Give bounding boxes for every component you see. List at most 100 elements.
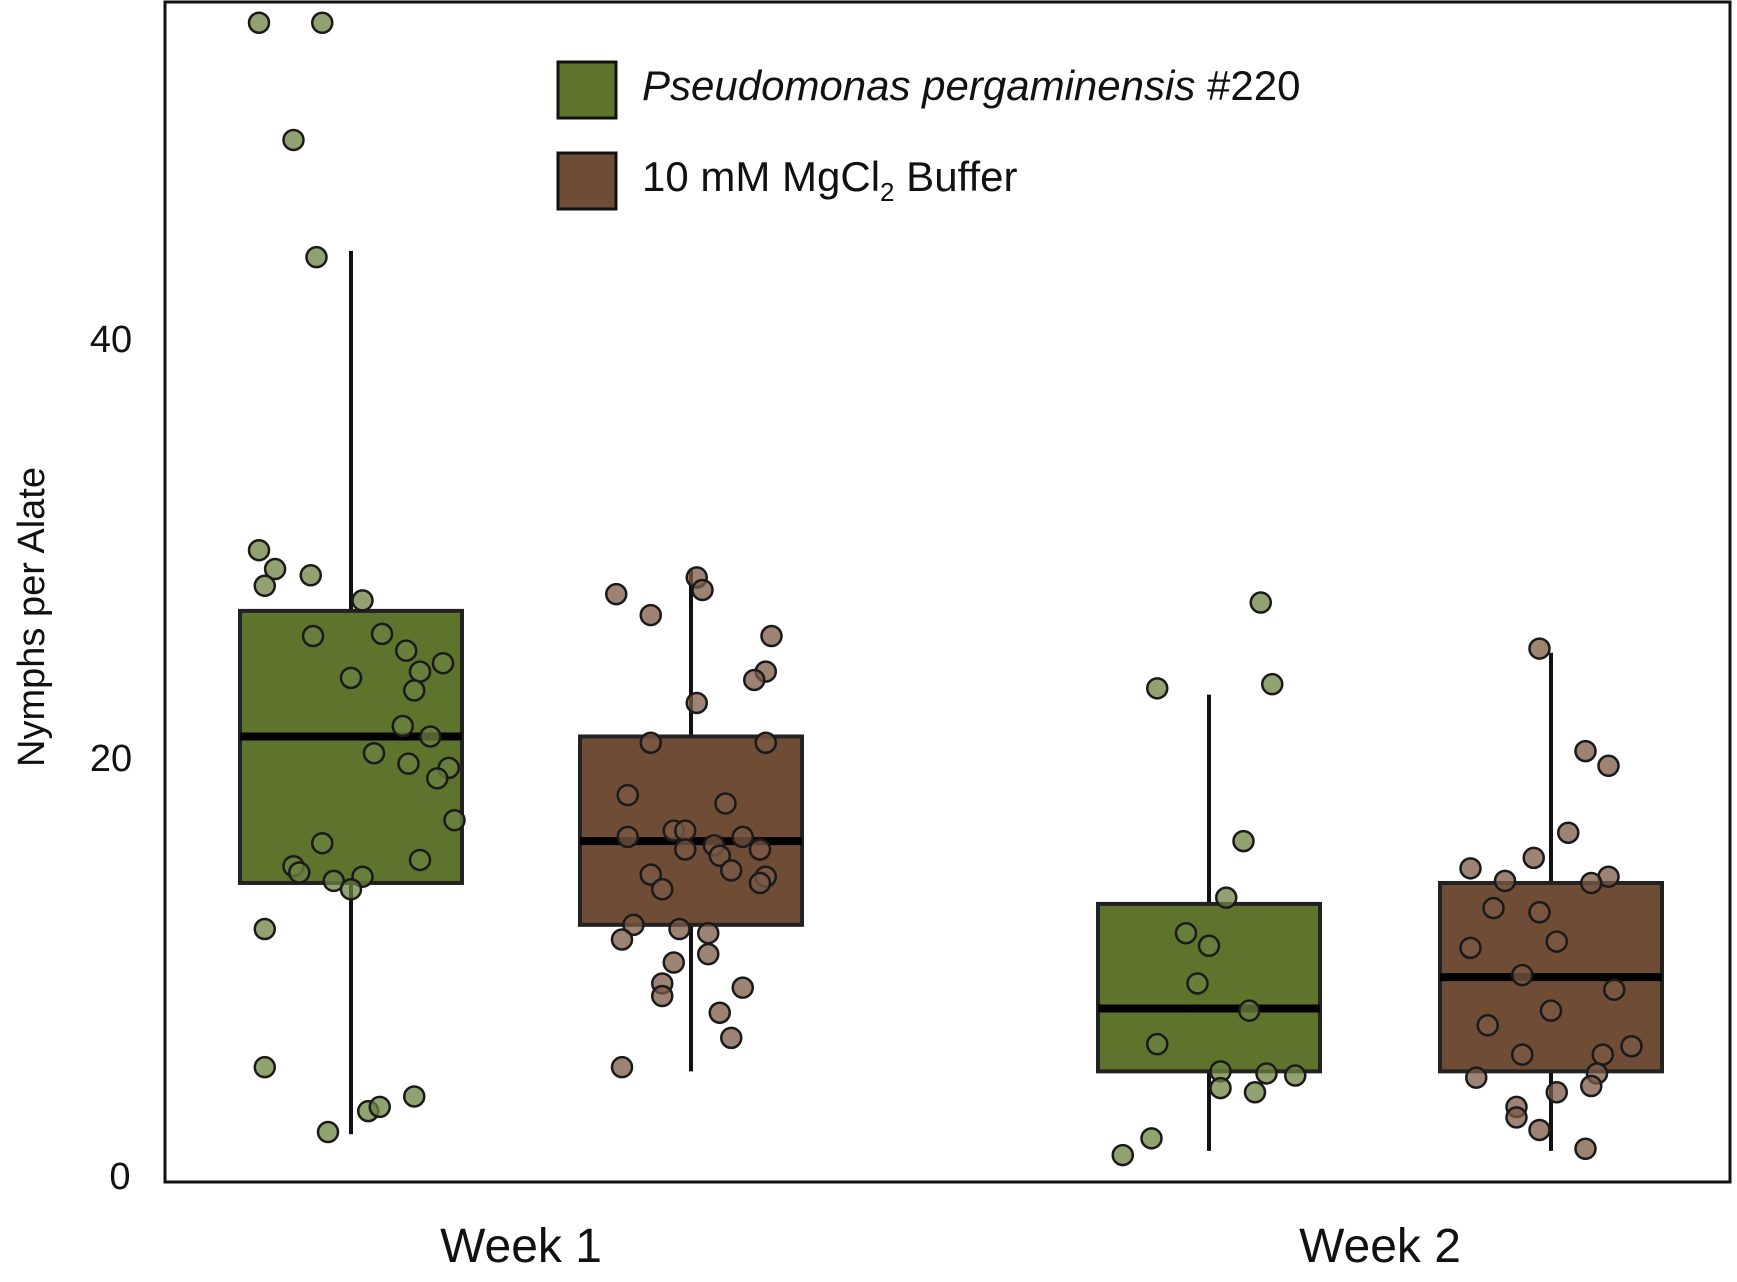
data-point-buffer-week-1 — [697, 921, 720, 945]
data-point-pseudomonas-week-2 — [1215, 886, 1238, 909]
box-plot-marks — [238, 11, 1664, 1167]
data-point-buffer-week-2 — [1511, 963, 1534, 987]
legend-label-pseudomonas: Pseudomonas pergaminensis #220 — [642, 62, 1300, 109]
data-point-pseudomonas-week-1 — [339, 666, 363, 690]
data-point-pseudomonas-week-2 — [1186, 972, 1209, 995]
data-point-pseudomonas-week-2 — [1243, 1081, 1267, 1104]
data-point-buffer-week-2 — [1574, 1137, 1597, 1161]
plot-frame — [163, 0, 1732, 1184]
data-point-buffer-week-2 — [1574, 739, 1597, 763]
legend-swatch-buffer — [556, 151, 618, 211]
data-point-buffer-week-2 — [1580, 871, 1603, 895]
data-point-buffer-week-1 — [616, 825, 639, 849]
data-point-pseudomonas-week-1 — [394, 639, 418, 662]
data-point-pseudomonas-week-2 — [1140, 1127, 1163, 1150]
data-point-buffer-week-1 — [622, 913, 645, 937]
data-point-buffer-week-1 — [714, 792, 737, 815]
legend-label-pseudomonas-rest: #220 — [1195, 62, 1300, 109]
data-point-buffer-week-2 — [1505, 1106, 1528, 1129]
legend-label-buffer-sub: 2 — [880, 177, 894, 207]
data-point-buffer-week-1 — [616, 783, 639, 807]
data-point-pseudomonas-week-2 — [1209, 1076, 1232, 1100]
y-tick-label-40: 40 — [90, 319, 132, 361]
data-point-pseudomonas-week-2 — [1255, 1062, 1278, 1085]
legend: Pseudomonas pergaminensis #220 10 mM MgC… — [556, 60, 1300, 211]
legend-label-buffer: 10 mM MgCl2 Buffer — [642, 153, 1017, 207]
data-point-buffer-week-1 — [760, 624, 783, 648]
data-point-pseudomonas-week-1 — [253, 917, 276, 941]
data-point-pseudomonas-week-1 — [253, 574, 276, 598]
data-point-buffer-week-1 — [639, 863, 662, 886]
data-point-buffer-week-1 — [731, 976, 754, 999]
data-point-pseudomonas-week-1 — [339, 878, 363, 901]
data-point-buffer-week-1 — [605, 582, 628, 606]
data-point-buffer-week-2 — [1528, 1118, 1551, 1142]
data-point-pseudomonas-week-2 — [1111, 1143, 1134, 1167]
data-point-buffer-week-1 — [731, 825, 754, 849]
data-point-pseudomonas-week-2 — [1261, 672, 1284, 696]
data-point-buffer-week-2 — [1580, 1074, 1603, 1098]
data-point-buffer-week-1 — [720, 1026, 743, 1050]
data-point-buffer-week-1 — [708, 844, 731, 868]
data-point-pseudomonas-week-1 — [301, 624, 325, 648]
data-point-buffer-week-1 — [720, 859, 743, 882]
data-point-buffer-week-1 — [754, 731, 777, 754]
data-point-pseudomonas-week-1 — [397, 752, 420, 775]
data-point-pseudomonas-week-2 — [1146, 1032, 1169, 1056]
data-point-buffer-week-2 — [1597, 754, 1620, 778]
y-tick-label-0: 0 — [109, 1156, 130, 1198]
data-point-buffer-week-1 — [674, 819, 697, 842]
data-point-pseudomonas-week-2 — [1174, 921, 1198, 945]
data-point-pseudomonas-week-1 — [305, 245, 328, 269]
y-axis-title: Nymphs per Alate — [11, 467, 53, 767]
data-point-buffer-week-2 — [1511, 1043, 1534, 1066]
x-axis: Week 1 Week 2 — [440, 1220, 1461, 1273]
data-point-pseudomonas-week-1 — [263, 557, 287, 581]
data-point-pseudomonas-week-1 — [426, 767, 449, 790]
data-point-pseudomonas-week-1 — [431, 651, 455, 675]
data-point-pseudomonas-week-1 — [247, 538, 271, 562]
legend-label-buffer-post: Buffer — [895, 153, 1018, 200]
data-point-buffer-week-1 — [691, 578, 714, 602]
data-point-buffer-week-1 — [748, 871, 772, 895]
legend-label-buffer-pre: 10 mM MgCl — [642, 153, 880, 200]
data-point-buffer-week-1 — [610, 928, 634, 951]
data-point-buffer-week-1 — [662, 951, 685, 974]
data-point-buffer-week-2 — [1557, 821, 1580, 844]
y-axis: 0 20 40 Nymphs per Alate — [11, 319, 132, 1198]
data-point-pseudomonas-week-1 — [311, 11, 334, 35]
box-pseudomonas-week-2 — [1096, 901, 1322, 1074]
data-point-buffer-week-1 — [748, 838, 772, 861]
data-point-buffer-week-1 — [697, 942, 720, 966]
data-point-pseudomonas-week-1 — [247, 11, 271, 35]
data-point-pseudomonas-week-1 — [408, 660, 432, 683]
data-point-buffer-week-2 — [1545, 930, 1568, 953]
data-point-pseudomonas-week-1 — [282, 128, 305, 152]
data-point-pseudomonas-week-1 — [443, 808, 466, 832]
data-point-buffer-week-2 — [1459, 857, 1482, 880]
data-point-pseudomonas-week-1 — [253, 1055, 276, 1079]
data-point-buffer-week-2 — [1620, 1034, 1643, 1058]
data-point-pseudomonas-week-1 — [351, 589, 374, 612]
data-point-buffer-week-2 — [1528, 637, 1551, 660]
data-point-pseudomonas-week-1 — [370, 622, 394, 646]
data-point-pseudomonas-week-2 — [1146, 677, 1169, 700]
data-point-pseudomonas-week-2 — [1249, 591, 1272, 614]
data-point-pseudomonas-week-1 — [403, 1085, 426, 1108]
data-point-pseudomonas-week-2 — [1284, 1064, 1307, 1087]
data-point-pseudomonas-week-1 — [391, 714, 414, 738]
data-point-buffer-week-2 — [1482, 896, 1505, 920]
data-point-buffer-week-1 — [685, 691, 708, 715]
data-point-buffer-week-1 — [610, 1055, 634, 1079]
data-point-buffer-week-1 — [743, 668, 766, 692]
legend-swatch-pseudomonas — [556, 60, 618, 120]
data-point-pseudomonas-week-1 — [299, 564, 322, 587]
data-point-pseudomonas-week-2 — [1232, 829, 1255, 853]
data-point-pseudomonas-week-1 — [316, 1120, 340, 1144]
data-point-buffer-week-1 — [639, 731, 662, 754]
data-point-buffer-week-2 — [1528, 901, 1551, 924]
data-point-pseudomonas-week-1 — [368, 1095, 391, 1119]
data-point-pseudomonas-week-1 — [403, 679, 426, 702]
data-point-pseudomonas-week-1 — [311, 831, 334, 855]
